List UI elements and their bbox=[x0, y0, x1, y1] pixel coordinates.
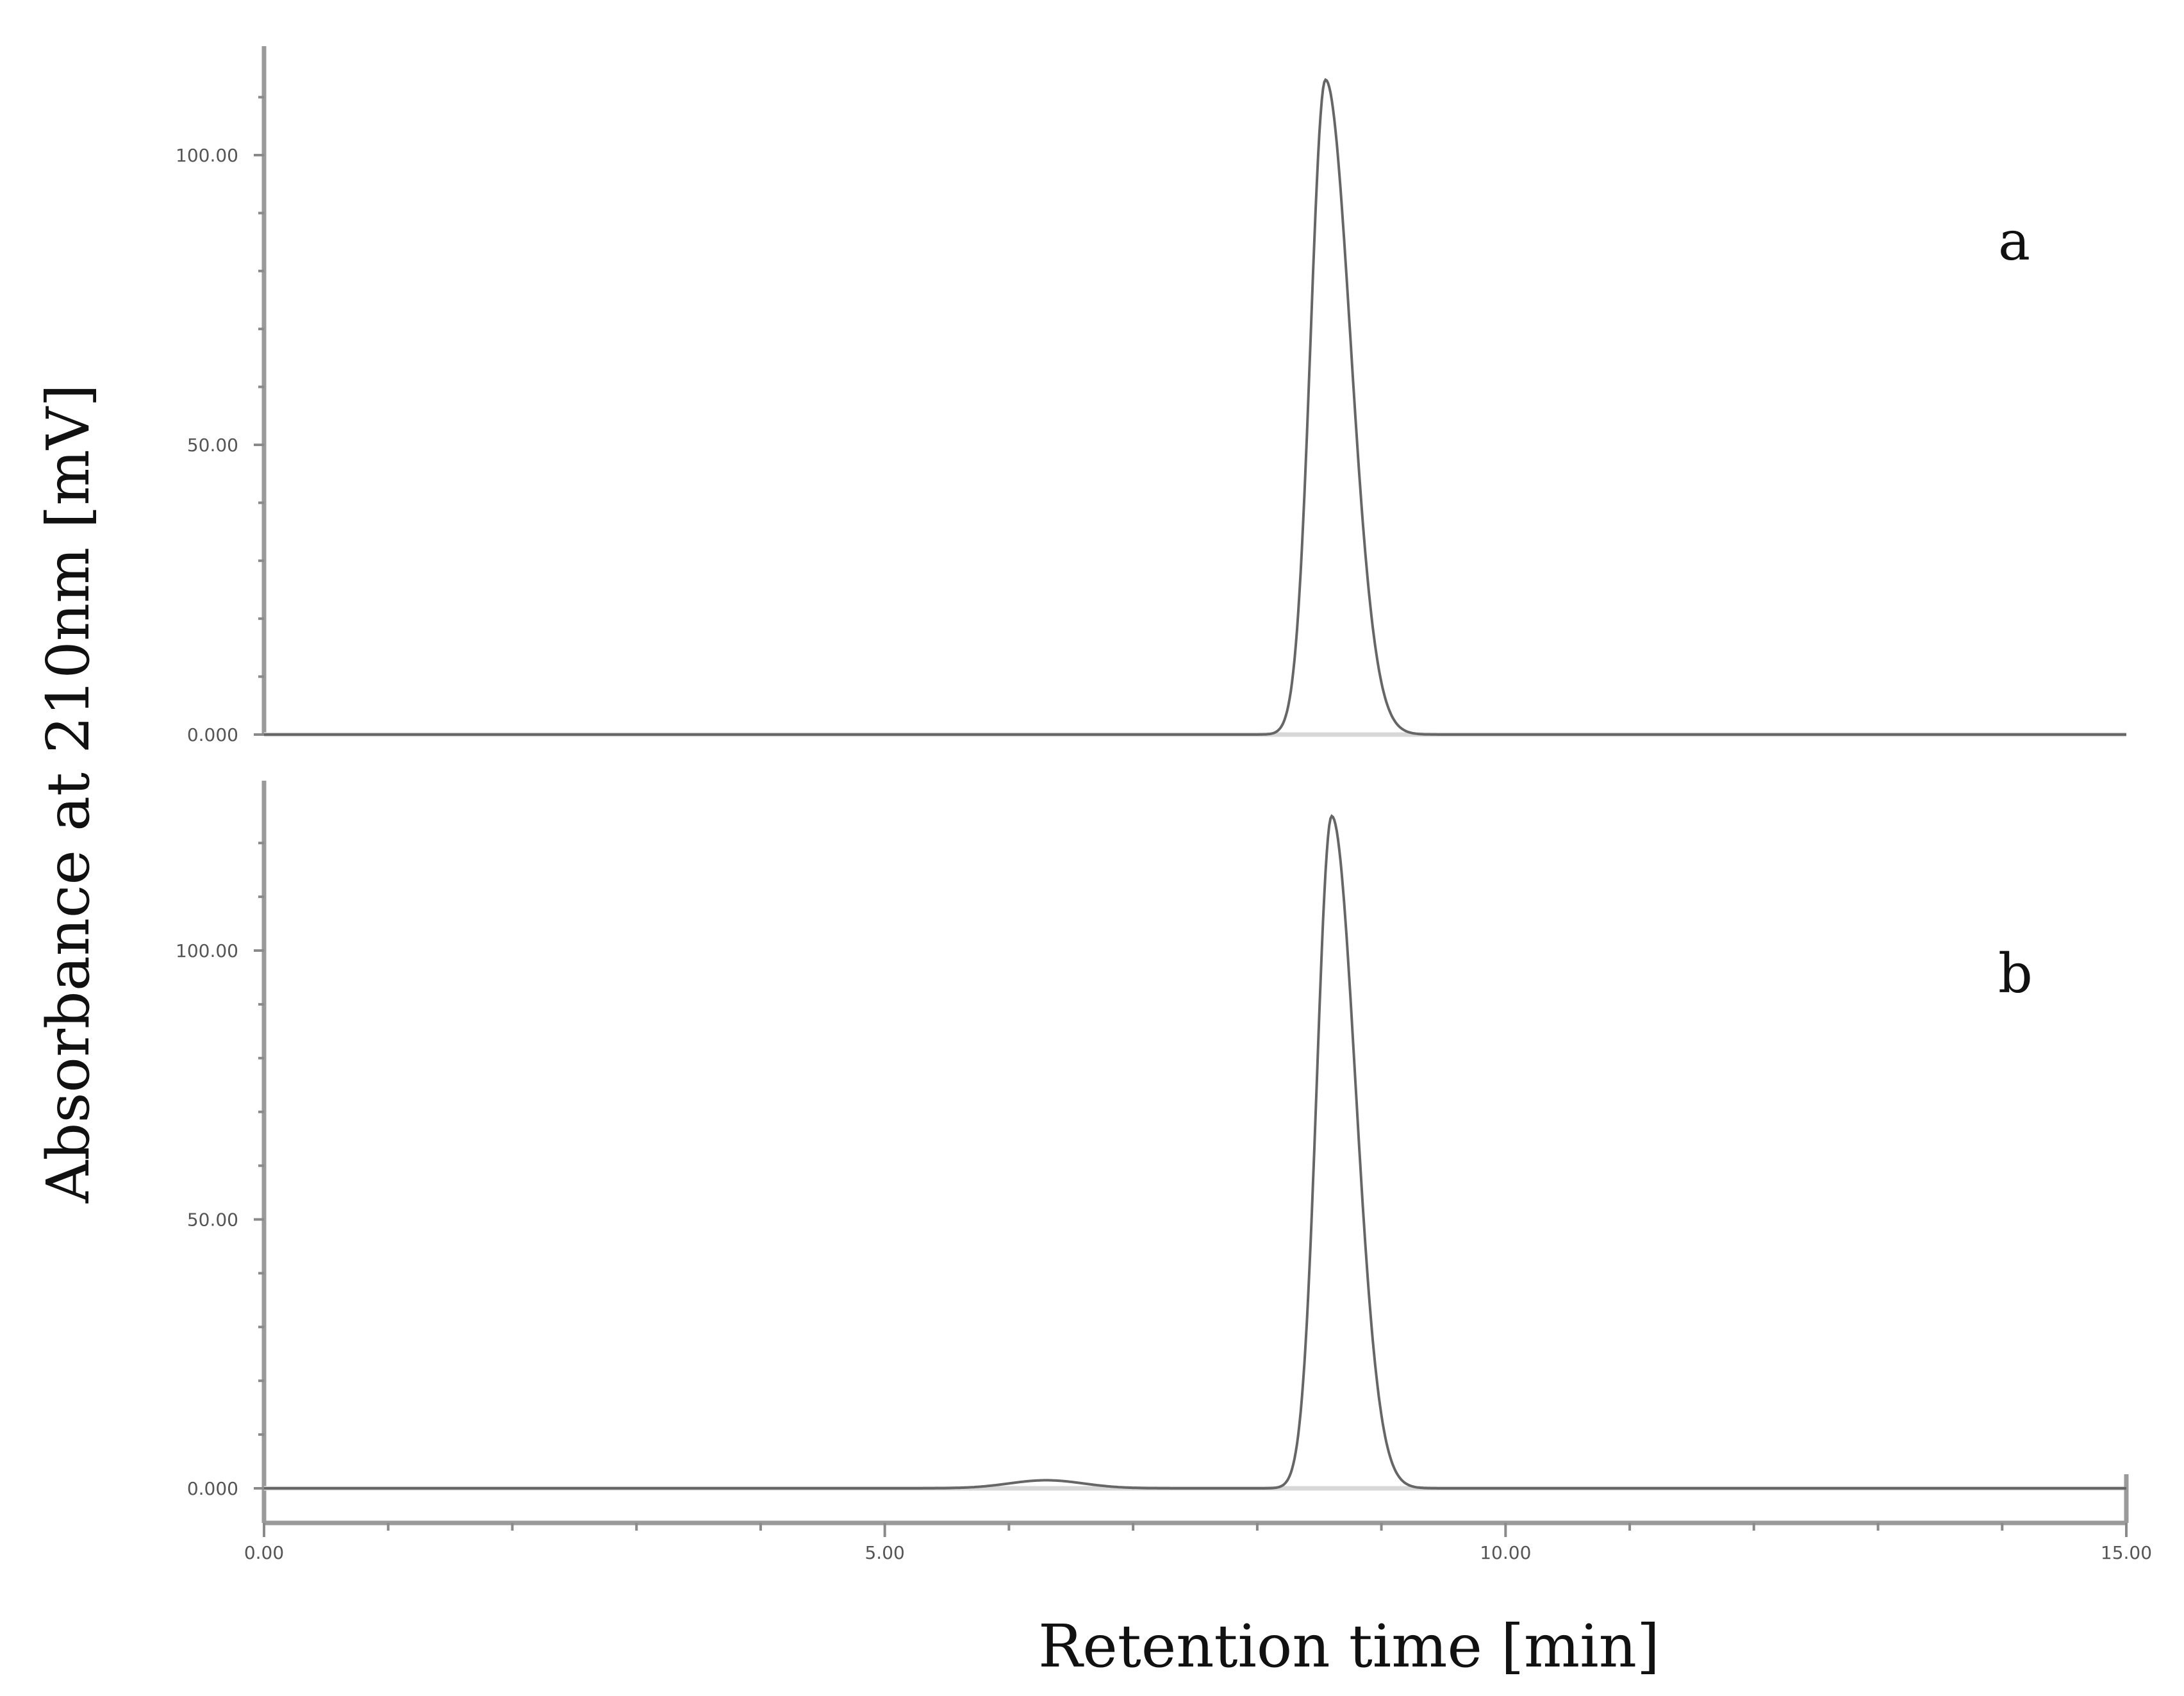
panel-b-y-tick-label: 50.00 bbox=[187, 1210, 238, 1231]
x-tick-label: 10.00 bbox=[1480, 1542, 1531, 1563]
panel-label-b: b bbox=[1998, 942, 2033, 1005]
panel-a-y-tick-label: 50.00 bbox=[187, 435, 238, 456]
x-tick-label: 15.00 bbox=[2101, 1542, 2152, 1563]
panel-label-a: a bbox=[1998, 210, 2030, 272]
panel-b-y-tick-label: 100.00 bbox=[176, 940, 238, 961]
panel-b-y-tick-label: 0.000 bbox=[187, 1478, 238, 1499]
y-axis-title: Absorbance at 210nm [mV] bbox=[34, 384, 103, 1204]
panel-b-axes bbox=[261, 781, 2129, 1526]
panel-b-ticks: 0.000 50.00 100.00 bbox=[176, 842, 264, 1499]
panel-b-trace bbox=[264, 814, 2126, 1490]
x-tick-label: 5.00 bbox=[864, 1542, 904, 1563]
panel-a-axes bbox=[261, 46, 2126, 737]
panel-b: b 0.000 50.00 100.00 bbox=[176, 781, 2129, 1526]
panel-a-y-tick-label: 100.00 bbox=[176, 145, 238, 166]
x-tick-label: 0.00 bbox=[244, 1542, 284, 1563]
panel-a-trace bbox=[264, 78, 2126, 736]
x-axis-title: Retention time [min] bbox=[1038, 1612, 1660, 1681]
panel-a: a 0.000 50.00 100.00 bbox=[176, 46, 2126, 745]
panel-a-ticks: 0.000 50.00 100.00 bbox=[176, 96, 264, 745]
x-axis-ticks: 0.00 5.00 10.00 15.00 bbox=[244, 1523, 2152, 1563]
panel-a-y-tick-label: 0.000 bbox=[187, 724, 238, 745]
